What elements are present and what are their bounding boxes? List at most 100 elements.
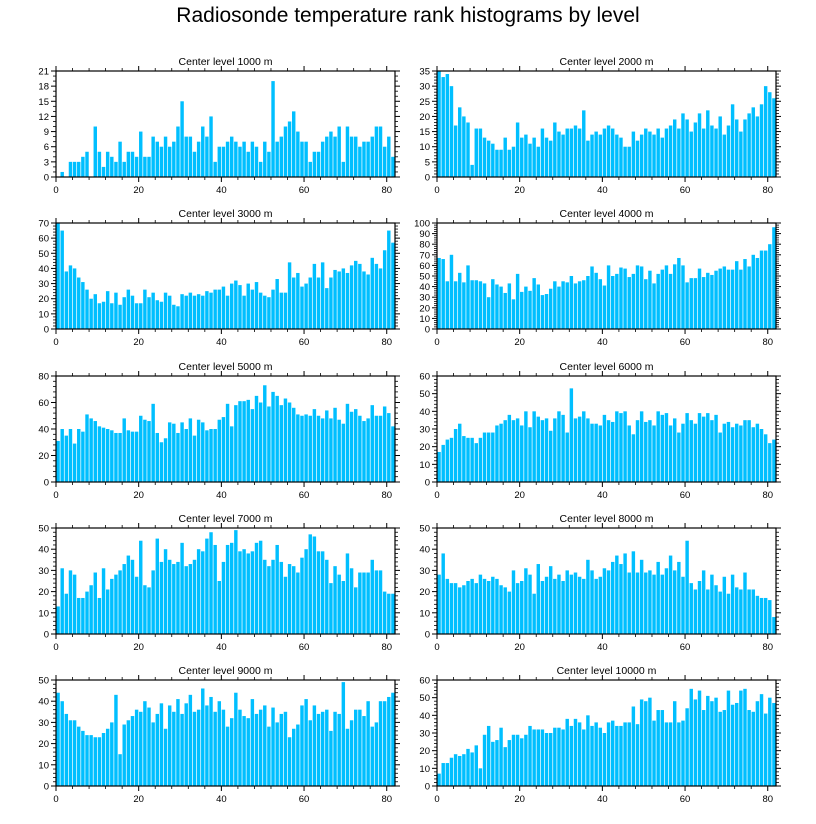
bar	[134, 576, 139, 634]
bar	[701, 710, 706, 786]
bar	[134, 156, 139, 177]
bar	[590, 570, 594, 634]
bar	[325, 709, 329, 786]
bar	[706, 110, 710, 177]
bar	[126, 151, 131, 177]
bar	[482, 283, 487, 329]
bar	[528, 574, 532, 634]
bar	[341, 682, 346, 786]
y-tick-label: 0	[44, 782, 49, 793]
bar	[540, 581, 545, 634]
bar	[520, 581, 524, 634]
bar	[97, 597, 102, 634]
bar	[573, 283, 578, 329]
panel-title: Center level 6000 m	[560, 361, 654, 373]
y-tick-label: 30	[38, 566, 49, 577]
bar	[382, 591, 387, 634]
bar	[615, 555, 619, 634]
bar	[81, 597, 85, 634]
bar	[619, 137, 623, 177]
panel-title: Center level 4000 m	[560, 208, 654, 220]
bar	[639, 559, 644, 634]
bar	[482, 137, 487, 177]
bar	[81, 156, 85, 177]
x-tick-label: 40	[216, 185, 227, 196]
bar	[710, 125, 714, 177]
bar	[755, 701, 760, 786]
bar	[590, 725, 594, 786]
bar	[768, 443, 772, 482]
bar	[267, 297, 271, 329]
bar	[656, 710, 660, 786]
y-tick-label: 5	[425, 157, 430, 168]
bar	[664, 568, 669, 634]
bar	[441, 763, 445, 786]
histogram-panel: Center level 4000 m010203040506070809010…	[414, 208, 781, 348]
bar	[565, 718, 569, 786]
bar	[337, 271, 341, 329]
bar	[482, 432, 487, 482]
bar	[192, 559, 197, 634]
histogram-panel: Center level 5000 m 0 20 40 60 80 0 20 40 60 80	[38, 361, 400, 501]
bar	[553, 418, 557, 482]
bar	[606, 420, 611, 482]
bar	[458, 272, 462, 329]
bar	[515, 273, 520, 329]
bar	[536, 729, 541, 786]
bar	[192, 151, 197, 177]
bar	[598, 279, 603, 329]
y-tick-label: 40	[38, 264, 49, 275]
bar	[242, 549, 246, 634]
bar	[254, 395, 259, 482]
bar	[437, 71, 441, 177]
bar	[730, 269, 735, 329]
plot-frame	[436, 527, 777, 635]
bar	[594, 131, 598, 177]
bar	[130, 151, 135, 177]
bar	[656, 411, 660, 482]
x-tick-label: 80	[381, 337, 392, 348]
bar	[85, 735, 89, 786]
bar	[126, 720, 131, 786]
bar	[462, 585, 466, 634]
bar	[163, 292, 168, 329]
bar	[72, 574, 77, 634]
bar	[213, 289, 217, 329]
bar	[644, 572, 648, 634]
bar	[652, 720, 656, 786]
bar	[466, 122, 470, 177]
bar	[254, 713, 259, 786]
bar	[337, 419, 341, 482]
x-tick-label: 60	[680, 490, 691, 501]
bar	[56, 606, 60, 634]
bar	[139, 415, 143, 482]
bar	[557, 727, 561, 786]
y-tick-label: 6	[44, 142, 49, 153]
bar	[499, 149, 503, 177]
bar	[565, 432, 569, 482]
x-tick-label: 20	[133, 337, 144, 348]
bar	[714, 270, 718, 329]
x-tick-label: 20	[514, 794, 525, 805]
x-tick-label: 60	[299, 794, 310, 805]
bar	[697, 581, 702, 634]
bar	[172, 711, 176, 786]
y-tick-label: 70	[419, 250, 430, 261]
bar	[333, 566, 337, 634]
bar	[114, 292, 118, 329]
bar	[354, 587, 358, 634]
bar	[553, 122, 557, 177]
bar	[441, 77, 445, 177]
bar	[147, 297, 151, 329]
bar	[201, 688, 205, 786]
bar	[668, 555, 673, 634]
bar	[238, 401, 242, 482]
bar	[287, 262, 292, 329]
bar	[130, 295, 135, 329]
bar	[462, 754, 466, 786]
plot-frame	[55, 70, 396, 178]
bar	[598, 134, 603, 177]
y-tick-label: 40	[38, 697, 49, 708]
y-tick-label: 20	[38, 294, 49, 305]
bar	[755, 423, 760, 482]
